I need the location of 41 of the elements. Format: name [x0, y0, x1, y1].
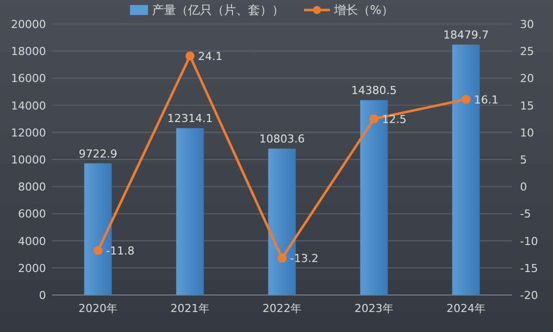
legend-label: 增长（%） [333, 3, 394, 17]
x-tick-label: 2024年 [446, 302, 486, 315]
y-tick-label: 4000 [18, 234, 46, 248]
y-tick-label: 2000 [18, 262, 46, 275]
y2-tick-label: 25 [520, 45, 534, 58]
y2-tick-label: 20 [520, 72, 534, 86]
data-label: 24.1 [198, 50, 222, 63]
point [462, 94, 470, 104]
y-tick-label: 10000 [11, 154, 46, 166]
y2-tick-label: -5 [520, 208, 531, 221]
y-tick-label: 6000 [18, 208, 46, 221]
y-tick-label: 0 [39, 289, 46, 302]
y2-tick-label: 30 [520, 18, 534, 31]
legend-label: 产量（亿只（片、套）） [152, 3, 284, 17]
y2-tick-label: -15 [520, 262, 538, 275]
data-label: 10803.6 [259, 132, 305, 146]
y2-tick-label: -20 [520, 289, 538, 302]
x-tick-label: 2020年 [78, 302, 118, 315]
y-tick-label: 20000 [11, 18, 46, 31]
point [278, 254, 286, 263]
y-tick-label: 16000 [11, 72, 46, 86]
y2-tick-label: -10 [520, 234, 538, 248]
y2-tick-label: 5 [520, 154, 527, 166]
point [94, 246, 102, 256]
y2-tick-label: 10 [520, 126, 534, 140]
bar [176, 128, 204, 295]
y-tick-label: 14000 [11, 99, 46, 112]
y-tick-label: 8000 [18, 180, 46, 194]
y2-tick-label: 0 [520, 180, 527, 194]
point [186, 51, 194, 60]
data-label: 9722.9 [78, 147, 118, 160]
x-tick-label: 2023年 [354, 302, 394, 315]
x-tick-label: 2022年 [262, 302, 302, 315]
data-label: 14380.5 [351, 84, 397, 98]
y-tick-label: 18000 [11, 45, 46, 58]
y-tick-label: 12000 [11, 126, 46, 140]
point [370, 114, 378, 124]
x-tick-label: 2021年 [170, 302, 210, 315]
data-label: 18479.7 [443, 28, 489, 42]
data-label: 12314.1 [167, 112, 213, 126]
y2-tick-label: 15 [520, 99, 534, 112]
